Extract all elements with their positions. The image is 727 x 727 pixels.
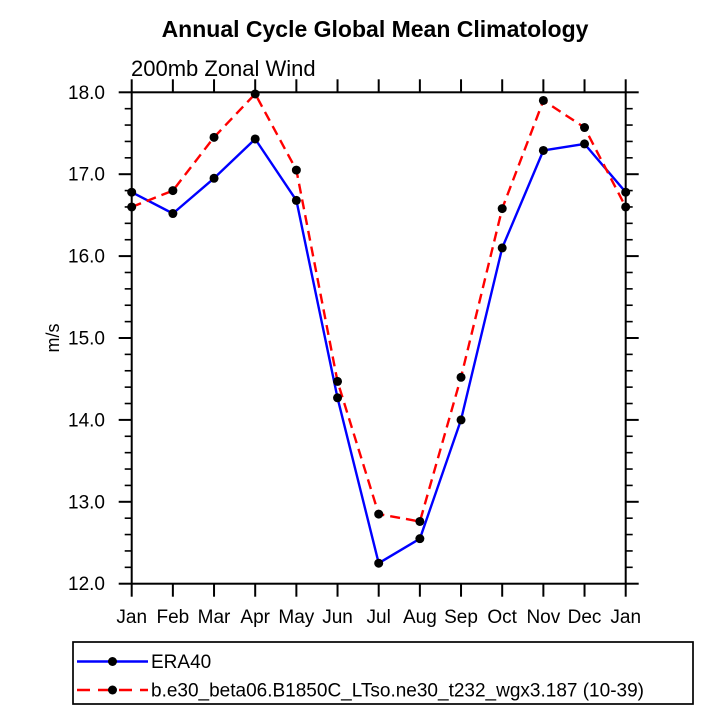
data-point-marker <box>415 516 425 526</box>
y-tick-label: 12.0 <box>68 574 105 595</box>
x-tick-label: Dec <box>568 607 602 628</box>
legend-marker <box>108 657 117 666</box>
y-axis-label: m/s <box>43 324 63 353</box>
data-point-marker <box>538 145 548 155</box>
data-point-marker <box>374 558 384 568</box>
legend-entry-label: ERA40 <box>151 652 211 673</box>
data-point-marker <box>621 187 631 197</box>
legend-box <box>72 641 694 705</box>
y-tick-label: 17.0 <box>68 165 105 186</box>
series-layer <box>127 89 631 568</box>
data-point-marker <box>580 139 590 149</box>
data-point-marker <box>497 204 507 214</box>
data-point-marker <box>127 202 137 212</box>
legend-marker <box>108 685 117 695</box>
data-point-marker <box>333 393 343 403</box>
data-point-marker <box>168 186 178 196</box>
series-line-1 <box>131 92 627 523</box>
axes: 12.0 13.0 14.0 15.0 16.0 17.0 18.0 Jan Feb Mar Apr… <box>68 79 641 628</box>
x-tick-label: Jan <box>116 607 147 628</box>
data-point-marker <box>291 195 301 205</box>
data-point-marker <box>209 132 219 142</box>
data-point-marker <box>580 123 590 133</box>
y-tick-label: 13.0 <box>68 492 105 513</box>
x-tick-label: Oct <box>487 607 517 628</box>
x-tick-label: Jul <box>367 607 391 628</box>
data-point-marker <box>291 165 301 175</box>
data-point-marker <box>333 376 343 386</box>
x-tick-label: Sep <box>444 607 478 628</box>
x-tick-label: Apr <box>240 607 270 628</box>
x-tick-label: Mar <box>198 607 231 628</box>
x-tick-label: Feb <box>156 607 189 628</box>
series-line-0 <box>131 137 627 565</box>
y-tick-label: 16.0 <box>68 247 105 268</box>
data-point-marker <box>497 243 507 253</box>
data-point-marker <box>456 415 466 425</box>
y-tick-label: 14.0 <box>68 410 105 431</box>
data-point-marker <box>415 534 425 544</box>
data-point-marker <box>127 187 137 197</box>
data-point-marker <box>621 202 631 212</box>
data-point-marker <box>250 89 260 99</box>
data-point-marker <box>168 209 178 219</box>
chart-subtitle: 200mb Zonal Wind <box>131 56 316 81</box>
x-tick-label: Jun <box>322 607 353 628</box>
data-point-marker <box>209 173 219 183</box>
x-tick-label: Aug <box>403 607 437 628</box>
legend: ERA40 b.e30_beta06.B1850C_LTso.ne30_t232_… <box>72 641 694 705</box>
data-point-marker <box>538 95 548 105</box>
data-point-marker <box>374 509 384 519</box>
y-tick-label: 18.0 <box>68 83 105 104</box>
data-point-marker <box>456 372 466 382</box>
data-point-marker <box>250 134 260 144</box>
chart-title: Annual Cycle Global Mean Climatology <box>162 16 589 42</box>
legend-entry-label: b.e30_beta06.B1850C_LTso.ne30_t232_wgx3.… <box>151 681 644 702</box>
x-tick-label: Nov <box>526 607 560 628</box>
x-tick-label: May <box>278 607 314 628</box>
y-tick-label: 15.0 <box>68 329 105 350</box>
x-tick-label: Jan <box>610 607 641 628</box>
